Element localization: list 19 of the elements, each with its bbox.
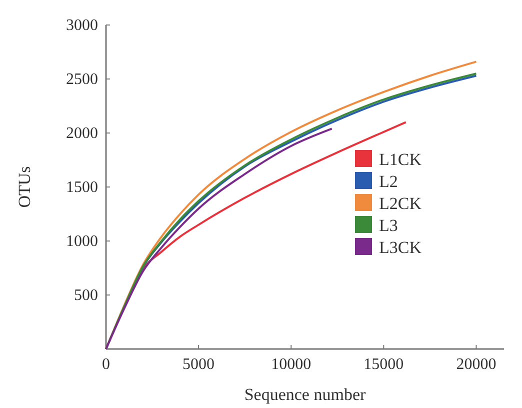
y-tick-label: 2000 — [66, 125, 98, 142]
legend-label: L3CK — [379, 238, 422, 257]
y-tick-label: 2500 — [66, 71, 98, 88]
x-tick-label: 10000 — [271, 356, 312, 373]
x-tick-label: 20000 — [456, 356, 496, 373]
x-tick-label: 5000 — [182, 356, 215, 373]
legend-label: L2CK — [379, 194, 422, 213]
legend-label: L2 — [379, 172, 398, 191]
legend-label: L1CK — [379, 150, 422, 169]
x-axis-title: Sequence number — [244, 385, 366, 404]
x-tick-label: 15000 — [364, 356, 404, 373]
y-tick-label: 3000 — [66, 17, 98, 34]
x-tick-label: 0 — [102, 356, 110, 373]
y-tick-label: 1500 — [66, 179, 98, 196]
line-series — [105, 128, 333, 350]
y-tick-label: 500 — [74, 287, 98, 304]
legend-label: L3 — [379, 216, 398, 235]
y-tick-label: 1000 — [66, 233, 98, 250]
y-axis-title: OTUs — [15, 166, 34, 208]
